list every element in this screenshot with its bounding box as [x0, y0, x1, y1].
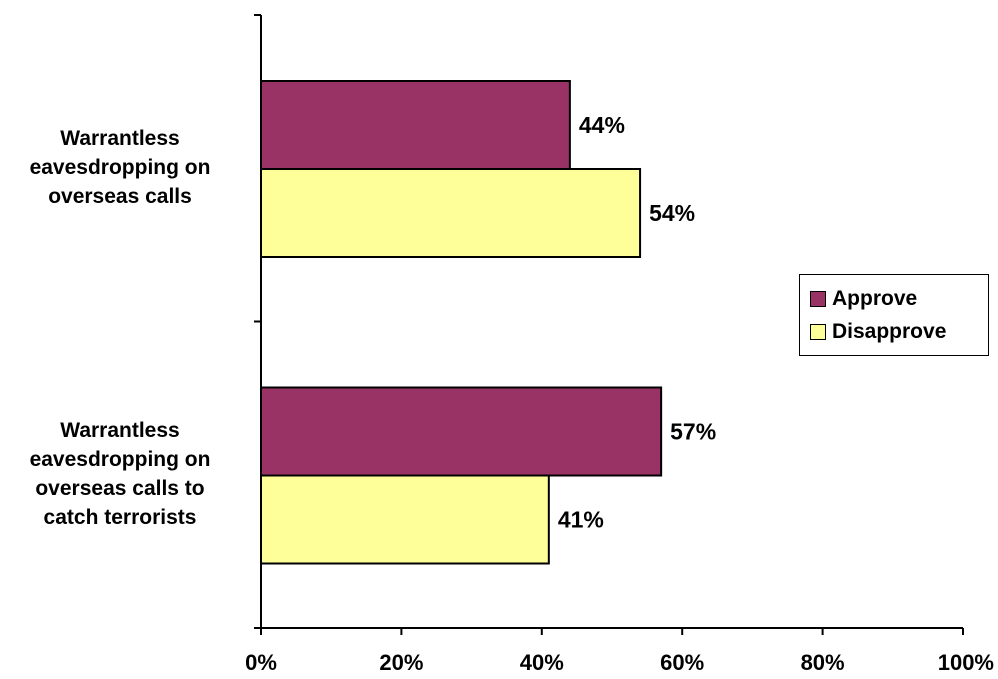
x-tick-label: 40% [520, 650, 564, 675]
legend-swatch-approve [810, 291, 826, 307]
legend-label-approve: Approve [832, 287, 918, 310]
data-label-approve-2: 57% [670, 419, 716, 445]
axes-layer: 0% 20% 40% 60% 80% 100% [245, 14, 994, 675]
x-tick-label: 60% [660, 650, 704, 675]
x-tick-label: 0% [245, 650, 277, 675]
legend: Approve Disapprove [799, 274, 989, 356]
data-labels-layer: 44% 54% 57% 41% [558, 112, 716, 533]
legend-swatch-disapprove [810, 324, 826, 340]
category-label-1: Warrantless eavesdropping on overseas ca… [29, 126, 211, 208]
bar-approve-1 [260, 80, 571, 170]
category-label-2: Warrantless eavesdropping on overseas ca… [29, 418, 211, 529]
x-tick-label: 20% [379, 650, 423, 675]
bar-disapprove-2 [260, 474, 550, 565]
legend-item-approve: Approve [810, 284, 917, 314]
bar-approve-2 [260, 386, 663, 477]
data-label-disapprove-1: 54% [649, 200, 695, 226]
bars-layer [260, 80, 663, 565]
x-tick-label: 80% [801, 650, 845, 675]
legend-label-disapprove: Disapprove [832, 320, 947, 343]
x-tick-label: 100% [938, 650, 994, 675]
bar-disapprove-1 [260, 168, 642, 258]
data-label-approve-1: 44% [579, 112, 625, 138]
legend-item-disapprove: Disapprove [810, 317, 946, 347]
data-label-disapprove-2: 41% [558, 507, 604, 533]
